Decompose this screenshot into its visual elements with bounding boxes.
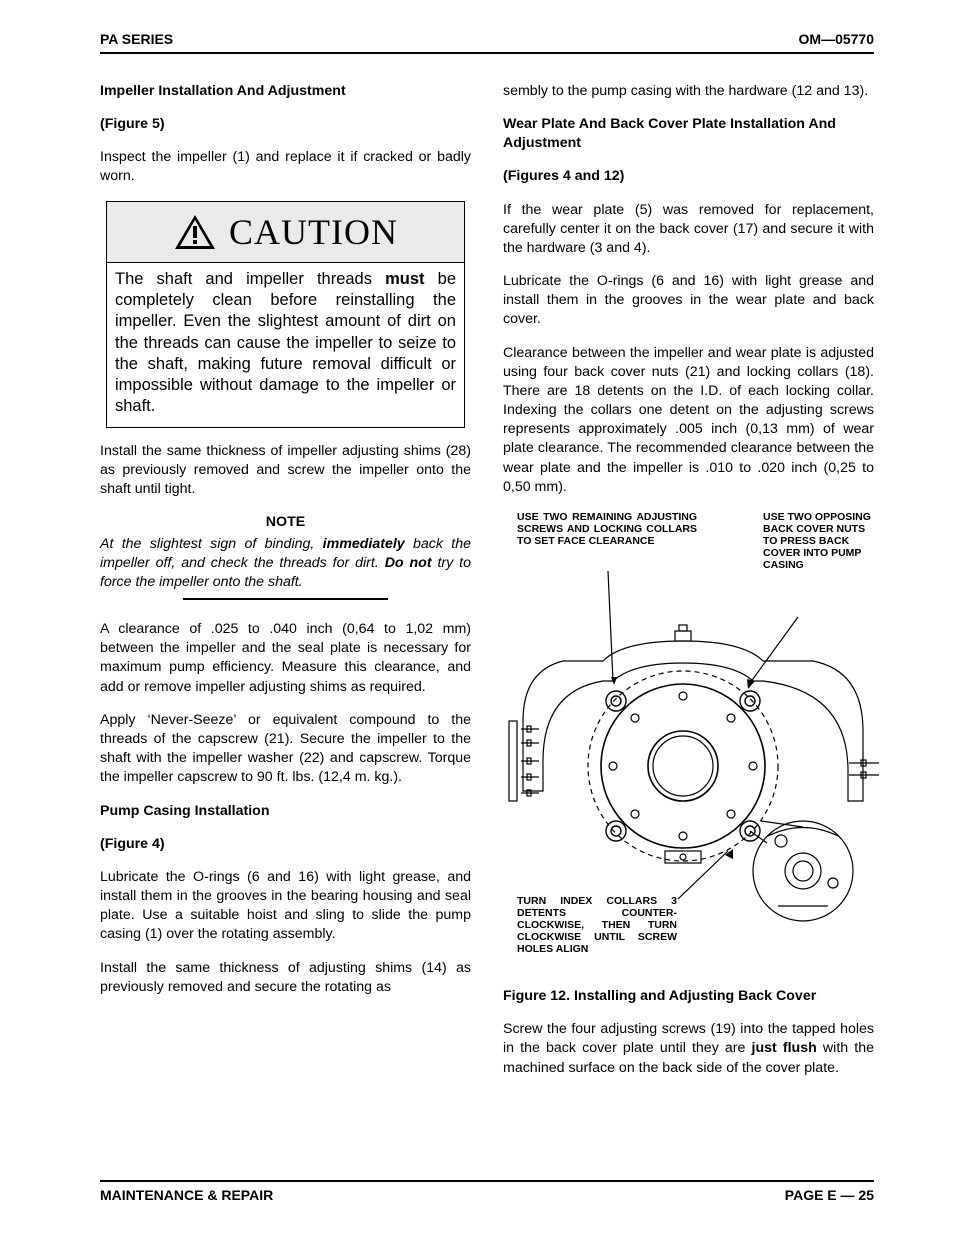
para-neverseeze: Apply ‘Never-Seeze’ or equivalent compou… xyxy=(100,711,471,788)
header-right: OM—05770 xyxy=(799,30,874,49)
pump-diagram-svg xyxy=(503,571,883,971)
para-inspect: Inspect the impeller (1) and replace it … xyxy=(100,148,471,186)
para-sembley-cont: sembly to the pump casing with the hardw… xyxy=(503,82,874,101)
para-wear-plate-removed: If the wear plate (5) was removed for re… xyxy=(503,201,874,259)
note-label: NOTE xyxy=(100,513,471,532)
note-donot: Do not xyxy=(385,555,432,571)
page-header: PA SERIES OM—05770 xyxy=(100,30,874,54)
page-footer: MAINTENANCE & REPAIR PAGE E — 25 xyxy=(100,1180,874,1205)
caution-text-pre: The shaft and impeller threads xyxy=(115,270,385,288)
heading-impeller-install: Impeller Installation And Adjustment xyxy=(100,82,471,101)
para-clearance-adjust: Clearance between the impeller and wear … xyxy=(503,344,874,497)
right-column: sembly to the pump casing with the hardw… xyxy=(503,82,874,1078)
header-left: PA SERIES xyxy=(100,30,173,49)
footer-right: PAGE E — 25 xyxy=(785,1186,874,1205)
heading-pump-casing: Pump Casing Installation xyxy=(100,802,471,821)
figure-ref-4-12: (Figures 4 and 12) xyxy=(503,167,874,186)
caution-block: CAUTION The shaft and impeller threads m… xyxy=(106,201,465,428)
heading-wear-plate: Wear Plate And Back Cover Plate Installa… xyxy=(503,115,874,153)
figure-ref-4: (Figure 4) xyxy=(100,835,471,854)
p4-justflush: just flush xyxy=(752,1040,817,1056)
note-immediately: immediately xyxy=(323,536,405,552)
callout-back-cover-nuts: USE TWO OPPOSING BACK COVER NUTS TO PRES… xyxy=(763,511,873,571)
footer-left: MAINTENANCE & REPAIR xyxy=(100,1186,273,1205)
para-lubricate-6-16: Lubricate the O-rings (6 and 16) with li… xyxy=(503,272,874,330)
para-install-shims-14: Install the same thickness of adjusting … xyxy=(100,959,471,997)
para-screw-adjusting: Screw the four adjusting screws (19) int… xyxy=(503,1020,874,1078)
caution-label: CAUTION xyxy=(229,208,398,257)
warning-triangle-icon xyxy=(173,213,217,251)
note-pre: At the slightest sign of binding, xyxy=(100,536,323,552)
figure-12-caption: Figure 12. Installing and Adjusting Back… xyxy=(503,987,874,1006)
note-rule xyxy=(183,598,387,600)
caution-text-post: be completely clean before reinstalling … xyxy=(115,270,456,415)
callout-adjusting-screws: USE TWO REMAINING ADJUSTING SCREWS AND L… xyxy=(517,511,697,547)
figure-12-diagram: USE TWO REMAINING ADJUSTING SCREWS AND L… xyxy=(503,511,874,979)
para-clearance: A clearance of .025 to .040 inch (0,64 t… xyxy=(100,620,471,697)
para-lubricate-orings: Lubricate the O-rings (6 and 16) with li… xyxy=(100,868,471,945)
left-column: Impeller Installation And Adjustment (Fi… xyxy=(100,82,471,1078)
caution-header: CAUTION xyxy=(106,201,465,264)
caution-text-must: must xyxy=(385,270,424,288)
figure-ref-5: (Figure 5) xyxy=(100,115,471,134)
content-columns: Impeller Installation And Adjustment (Fi… xyxy=(100,82,874,1078)
para-install-shims: Install the same thickness of impeller a… xyxy=(100,442,471,500)
caution-body: The shaft and impeller threads must be c… xyxy=(106,263,465,428)
note-body: At the slightest sign of binding, immedi… xyxy=(100,535,471,593)
